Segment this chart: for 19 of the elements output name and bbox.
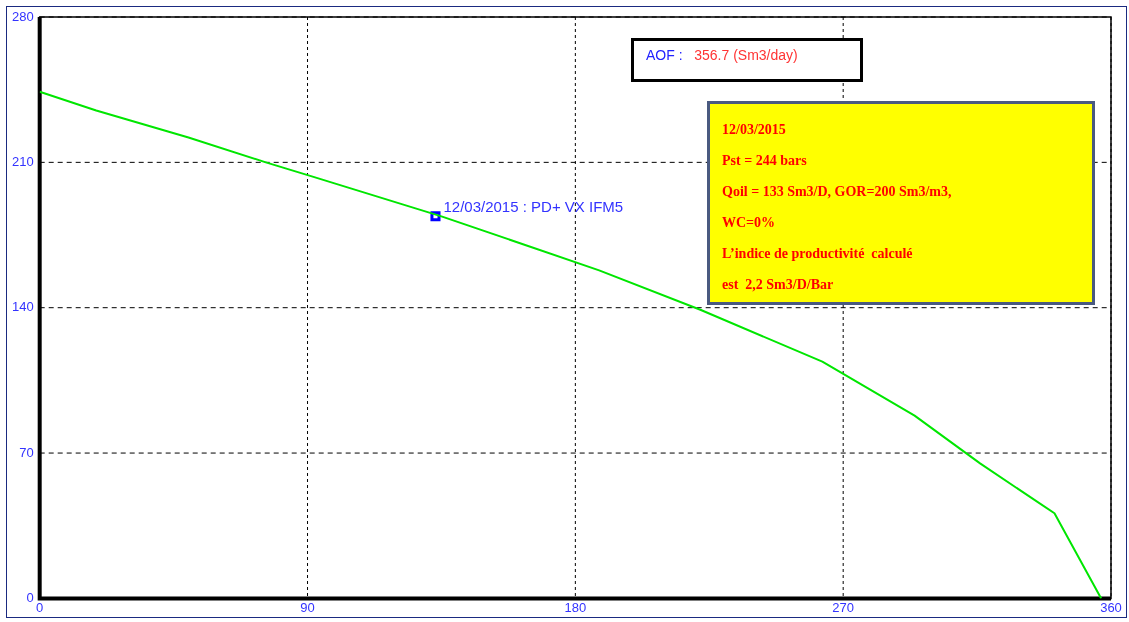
annotation: WC=0% [722,214,777,232]
x-tick-label: 90 [300,599,315,615]
annotation: Qoil = 133 Sm3/D, GOR=200 Sm3/m3, [722,183,953,201]
y-tick-label: 280 [11,8,34,24]
x-tick-label: 270 [832,599,855,615]
x-tick-label: 0 [36,599,44,615]
annotation: AOF : 356.7 (Sm3/day) [646,47,798,63]
annotation: L’indice de productivité calculé [722,245,914,263]
annotation: 12/03/2015 : PD+ VX IFM5 [443,197,624,215]
x-tick-label: 180 [564,599,587,615]
annotation: Pst = 244 bars [722,152,808,170]
annotation: 12/03/2015 [722,121,787,139]
y-tick-label: 0 [26,589,34,605]
note-box: AOF : 356.7 (Sm3/day) [631,38,863,82]
x-tick-label: 360 [1100,599,1122,615]
y-tick-label: 70 [19,444,34,460]
y-tick-label: 140 [11,299,34,315]
y-tick-label: 210 [11,153,34,169]
annotation: est 2,2 Sm3/D/Bar [722,276,835,294]
